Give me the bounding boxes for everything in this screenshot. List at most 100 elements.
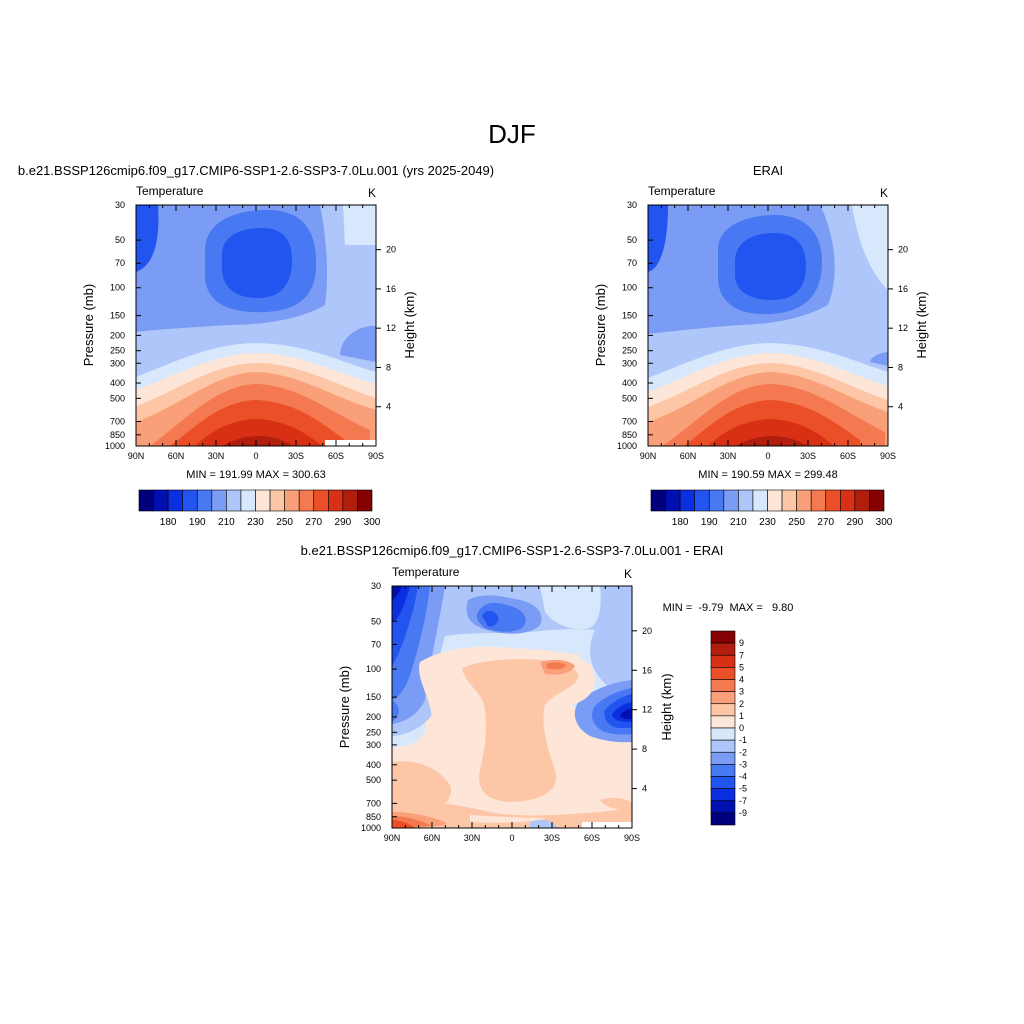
colorbar-swatch [357, 489, 373, 512]
x-tick-label: 90S [624, 833, 640, 843]
colorbar-swatch [679, 489, 695, 512]
x-tick-label: 0 [253, 451, 258, 461]
height-tick-label: 8 [642, 744, 647, 754]
height-tick-label: 4 [386, 402, 391, 412]
right-axis: 4 8 12 16 20 [376, 245, 396, 412]
colorbar-swatch [153, 489, 169, 512]
colorbar-swatch [710, 642, 736, 656]
right-axis-label: Height (km) [659, 673, 674, 740]
x-tick-label: 0 [765, 451, 770, 461]
difference-temperature-panel: b.e21.BSSP126cmip6.f09_g17.CMIP6-SSP1-2.… [301, 543, 794, 843]
colorbar-swatch [138, 489, 154, 512]
y-tick-label: 400 [366, 760, 381, 770]
colorbar-swatch [710, 800, 736, 814]
height-tick-label: 16 [386, 284, 396, 294]
colorbar-swatch [665, 489, 681, 512]
colorbar-swatch [840, 489, 856, 512]
contour-band [540, 586, 601, 630]
contour-band [222, 436, 294, 446]
colorbar-swatch [710, 751, 736, 765]
colorbar-label: 5 [739, 662, 744, 672]
contour-band [392, 586, 402, 600]
colorbar-label: -9 [739, 808, 747, 818]
height-tick-label: 4 [642, 784, 647, 794]
y-tick-label: 150 [110, 311, 125, 321]
colorbar-swatch [710, 788, 736, 802]
x-tick-label: 30N [208, 451, 225, 461]
y-tick-label: 1000 [105, 441, 125, 451]
contour-band [852, 205, 888, 290]
y-tick-label: 700 [622, 416, 637, 426]
colorbar-swatch [710, 764, 736, 777]
x-tick-label: 90S [368, 451, 384, 461]
height-tick-label: 12 [386, 323, 396, 333]
right-axis-label: Height (km) [402, 291, 417, 358]
x-tick-label: 60N [168, 451, 185, 461]
colorbar-swatch [313, 489, 329, 512]
colorbar-swatch [240, 489, 256, 512]
colorbar-swatch [211, 489, 227, 512]
x-tick-label: 90N [640, 451, 657, 461]
colorbar-label: 190 [189, 517, 206, 528]
colorbar: 180 190 210 230 250 270 290 300 [138, 489, 381, 528]
colorbar-swatch [752, 489, 768, 512]
panel-title: b.e21.BSSP126cmip6.f09_g17.CMIP6-SSP1-2.… [18, 163, 494, 178]
contour-band [470, 815, 545, 823]
height-tick-label: 12 [898, 323, 908, 333]
contour-band [648, 205, 668, 272]
height-tick-label: 20 [386, 245, 396, 255]
colorbar-swatch [298, 489, 315, 512]
colorbar-swatch [767, 489, 783, 512]
colorbar-swatch [269, 489, 285, 512]
contour-band [195, 419, 322, 446]
colorbar-label: 290 [335, 517, 352, 528]
variable-label: Temperature [648, 184, 716, 198]
bottom-axis: 90N 60N 30N 0 30S 60S 90S [640, 205, 896, 461]
colorbar-swatch [710, 679, 736, 692]
min-max-label: MIN = 191.99 MAX = 300.63 [186, 469, 325, 481]
colorbar-swatch [710, 727, 736, 741]
y-tick-label: 850 [622, 430, 637, 440]
contour-field [648, 205, 888, 446]
colorbar-swatch [226, 489, 242, 512]
colorbar-label: 250 [276, 517, 293, 528]
colorbar-label: 4 [739, 675, 744, 685]
contour-band [392, 800, 632, 828]
colorbar-swatch [710, 667, 736, 680]
bottom-axis: 90N 60N 30N 0 30S 60S 90S [128, 205, 384, 461]
colorbar-label: 1 [739, 711, 744, 721]
colorbar-label: -1 [739, 735, 747, 745]
min-max-label: MIN = -9.79 MAX = 9.80 [663, 602, 794, 614]
y-tick-label: 400 [110, 378, 125, 388]
colorbar-label: 7 [739, 650, 744, 660]
masked-region [325, 440, 376, 446]
colorbar-swatch [710, 630, 736, 644]
contour-band [600, 797, 632, 812]
height-tick-label: 4 [898, 402, 903, 412]
x-tick-label: 30N [464, 833, 481, 843]
y-tick-label: 250 [622, 346, 637, 356]
colorbar-swatch [708, 489, 725, 512]
colorbar-label: 300 [876, 517, 893, 528]
colorbar-swatch [781, 489, 797, 512]
y-tick-label: 30 [371, 581, 381, 591]
colorbar-swatch [694, 489, 710, 512]
colorbar-label: 230 [247, 517, 264, 528]
height-tick-label: 12 [642, 705, 652, 715]
colorbar-label: 9 [739, 638, 744, 648]
colorbar-label: 3 [739, 687, 744, 697]
colorbar-swatch [167, 489, 183, 512]
contour-field [392, 586, 632, 828]
colorbar-label: 180 [160, 517, 177, 528]
y-tick-label: 1000 [361, 823, 381, 833]
height-tick-label: 16 [898, 284, 908, 294]
bottom-axis: 90N 60N 30N 0 30S 60S 90S [384, 586, 640, 843]
contour-band [482, 610, 499, 627]
y-axis-label: Pressure (mb) [337, 666, 352, 748]
x-tick-label: 30S [800, 451, 816, 461]
colorbar-label: -5 [739, 784, 747, 794]
page-title: DJF [488, 119, 536, 149]
